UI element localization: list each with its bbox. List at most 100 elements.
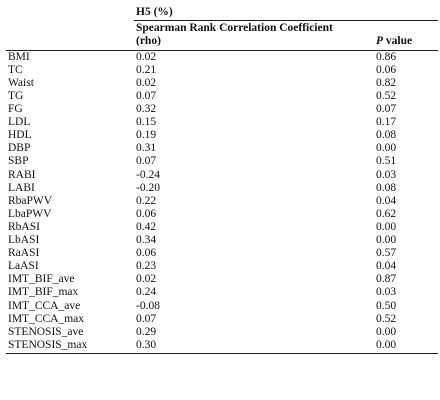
header-row-group: H5 (%)	[6, 4, 439, 21]
variable-cell: LbaPWV	[8, 207, 52, 220]
variable-cell: Waist	[8, 76, 34, 89]
variable-cell: LaASI	[8, 260, 39, 273]
rho-header-line2: (rho)	[134, 34, 374, 51]
pvalue-cell: 0.07	[376, 103, 397, 116]
pvalue-cell: 0.00	[374, 338, 439, 354]
rho-cell: 0.21	[136, 63, 157, 76]
variable-cell: LABI	[8, 181, 35, 194]
table-row: IMT_CCA_ave -0.08 0.50	[6, 300, 438, 313]
pvalue-cell: 0.82	[376, 76, 397, 89]
pvalue-cell: 0.08	[376, 129, 397, 142]
variable-cell: IMT_BIF_ave	[8, 273, 75, 286]
rho-cell: 0.22	[136, 194, 157, 207]
pvalue-cell: 0.57	[376, 247, 397, 260]
table-row: LbASI 0.34 0.00	[6, 234, 438, 247]
rho-cell: 0.34	[136, 234, 157, 247]
header-empty-cell	[6, 34, 134, 51]
rho-cell: 0.29	[136, 325, 157, 338]
table-row: Waist 0.02 0.82	[6, 77, 438, 90]
table-row: SBP 0.07 0.51	[6, 155, 438, 168]
rho-cell: 0.19	[136, 129, 157, 142]
rho-cell: 0.24	[136, 286, 157, 299]
rho-cell: 0.31	[136, 142, 157, 155]
rho-cell: 0.42	[136, 220, 157, 233]
header-row-columns: Spearman Rank Correlation Coefficient	[6, 20, 438, 34]
rho-cell: 0.06	[136, 207, 157, 220]
pvalue-header-rest: value	[383, 34, 413, 47]
variable-cell: DBP	[8, 142, 31, 155]
pvalue-header: P value	[374, 34, 439, 51]
pvalue-cell: 0.50	[376, 299, 397, 312]
rho-cell: -0.08	[136, 299, 160, 312]
variable-cell: RABI	[8, 168, 36, 181]
pvalue-cell: 0.06	[376, 63, 397, 76]
table-row: LDL 0.15 0.17	[6, 116, 438, 129]
table-row: IMT_BIF_max 0.24 0.03	[6, 286, 438, 299]
pvalue-header-p: P	[376, 34, 384, 47]
table-row: DBP 0.31 0.00	[6, 142, 438, 155]
variable-cell: STENOSIS_ave	[8, 325, 84, 338]
rho-cell: 0.30	[134, 338, 374, 354]
pvalue-cell: 0.04	[376, 194, 397, 207]
correlation-table: H5 (%) Spearman Rank Correlation Coeffic…	[6, 4, 439, 354]
rho-cell: -0.20	[136, 181, 160, 194]
table-row: LbaPWV 0.06 0.62	[6, 208, 438, 221]
variable-cell: TC	[8, 63, 23, 76]
pvalue-cell: 0.03	[376, 286, 397, 299]
pvalue-cell: 0.00	[376, 325, 397, 338]
table-row: LaASI 0.23 0.04	[6, 260, 438, 273]
table-body: BMI 0.02 0.86 TC 0.21 0.06 Waist 0.02 0.82 TG 0.07…	[6, 50, 439, 354]
header-empty-cell	[374, 20, 438, 34]
rho-cell: 0.23	[136, 260, 157, 273]
pvalue-cell: 0.51	[376, 155, 397, 168]
pvalue-cell: 0.03	[376, 168, 397, 181]
variable-cell: RbaPWV	[8, 194, 53, 207]
table-row: HDL 0.19 0.08	[6, 129, 438, 142]
variable-cell: FG	[8, 103, 23, 116]
variable-cell: LDL	[8, 116, 31, 129]
rho-cell: 0.02	[136, 273, 157, 286]
table-row: FG 0.32 0.07	[6, 103, 438, 116]
rho-cell: -0.24	[136, 168, 160, 181]
rho-header-line1: Spearman Rank Correlation Coefficient	[136, 21, 333, 34]
correlation-table-container: H5 (%) Spearman Rank Correlation Coeffic…	[6, 4, 439, 354]
table-row: IMT_BIF_ave 0.02 0.87	[6, 273, 438, 286]
rho-cell: 0.06	[136, 247, 157, 260]
table-row: IMT_CCA_max 0.07 0.52	[6, 313, 438, 326]
table-row: RaASI 0.06 0.57	[6, 247, 438, 260]
pvalue-cell: 0.86	[376, 50, 397, 63]
rho-cell: 0.15	[136, 116, 157, 129]
variable-cell: BMI	[8, 50, 30, 63]
variable-cell: TG	[8, 90, 24, 102]
pvalue-cell: 0.17	[376, 116, 397, 129]
pvalue-cell: 0.52	[376, 90, 397, 102]
rho-cell: 0.07	[136, 312, 157, 325]
table-row: RbASI 0.42 0.00	[6, 221, 438, 234]
header-empty-cell	[6, 20, 134, 34]
rho-cell: 0.32	[136, 103, 157, 116]
rho-cell: 0.07	[136, 155, 157, 168]
pvalue-cell: 0.08	[376, 181, 397, 194]
rho-cell: 0.02	[136, 50, 157, 63]
table-row: LABI -0.20 0.08	[6, 182, 438, 195]
pvalue-cell: 0.52	[376, 312, 397, 325]
header-empty-cell	[6, 4, 134, 20]
pvalue-cell: 0.00	[376, 234, 397, 247]
table-row: BMI 0.02 0.86	[6, 50, 438, 64]
pvalue-cell: 0.04	[376, 260, 397, 273]
pvalue-cell: 0.87	[376, 273, 397, 286]
table-row: TC 0.21 0.06	[6, 64, 438, 77]
pvalue-cell: 0.00	[376, 142, 397, 155]
table-row: RbaPWV 0.22 0.04	[6, 195, 438, 208]
variable-cell: SBP	[8, 155, 29, 168]
group-header-h5: H5 (%)	[134, 4, 439, 21]
rho-cell: 0.02	[136, 76, 157, 89]
table-row: TG 0.07 0.52	[6, 90, 438, 103]
table-row: STENOSIS_max 0.30 0.00	[6, 338, 439, 354]
variable-cell: IMT_CCA_ave	[8, 299, 81, 312]
variable-cell: IMT_BIF_max	[8, 286, 79, 299]
variable-cell: RbASI	[8, 220, 40, 233]
table-row: STENOSIS_ave 0.29 0.00	[6, 326, 438, 339]
pvalue-cell: 0.00	[376, 220, 397, 233]
variable-cell: STENOSIS_max	[6, 338, 134, 354]
